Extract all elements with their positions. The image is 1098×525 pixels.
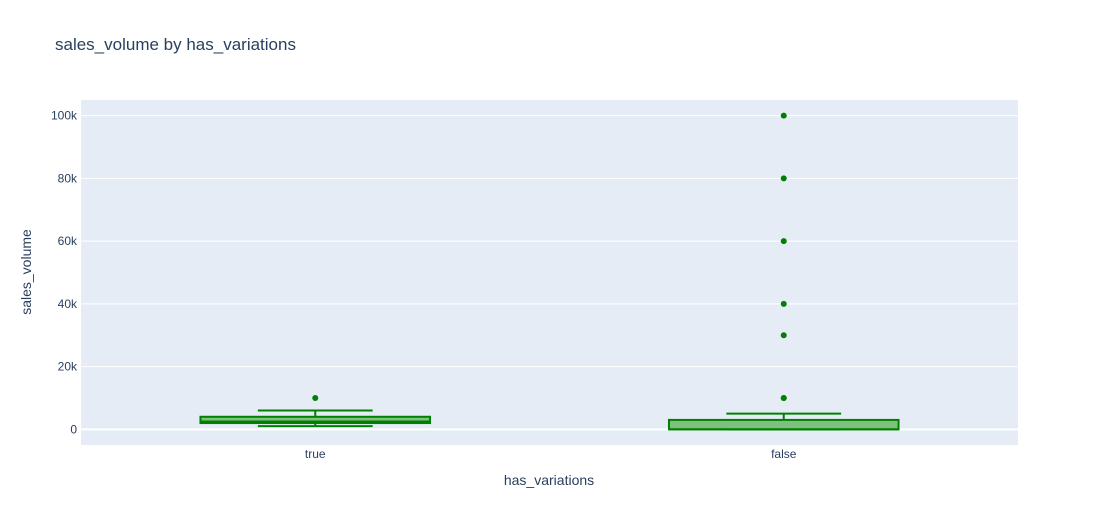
outlier-point xyxy=(780,300,787,307)
plot-area xyxy=(81,100,1018,445)
y-axis-title: sales_volume xyxy=(18,229,34,315)
box-iqr xyxy=(199,415,432,425)
chart-title: sales_volume by has_variations xyxy=(55,35,296,54)
x-axis-ticks: true false xyxy=(305,447,797,461)
box-true xyxy=(199,394,432,428)
x-tick-label: true xyxy=(305,447,326,461)
box-iqr xyxy=(667,418,900,431)
y-tick-label: 40k xyxy=(58,297,78,311)
y-axis-ticks: 0 20k 40k 60k 80k 100k xyxy=(51,109,78,437)
outlier-point xyxy=(780,175,787,182)
box-false xyxy=(667,112,900,431)
outlier-point xyxy=(312,394,319,401)
y-tick-label: 100k xyxy=(51,109,78,123)
x-tick-label: false xyxy=(771,447,797,461)
outlier-point xyxy=(780,332,787,339)
outlier-point xyxy=(780,238,787,245)
y-tick-label: 20k xyxy=(58,360,78,374)
y-tick-label: 0 xyxy=(70,422,77,436)
outlier-point xyxy=(780,112,787,119)
y-tick-label: 60k xyxy=(58,234,78,248)
outlier-point xyxy=(780,394,787,401)
x-axis-title: has_variations xyxy=(504,472,594,488)
boxes xyxy=(199,112,900,431)
y-tick-label: 80k xyxy=(58,171,78,185)
